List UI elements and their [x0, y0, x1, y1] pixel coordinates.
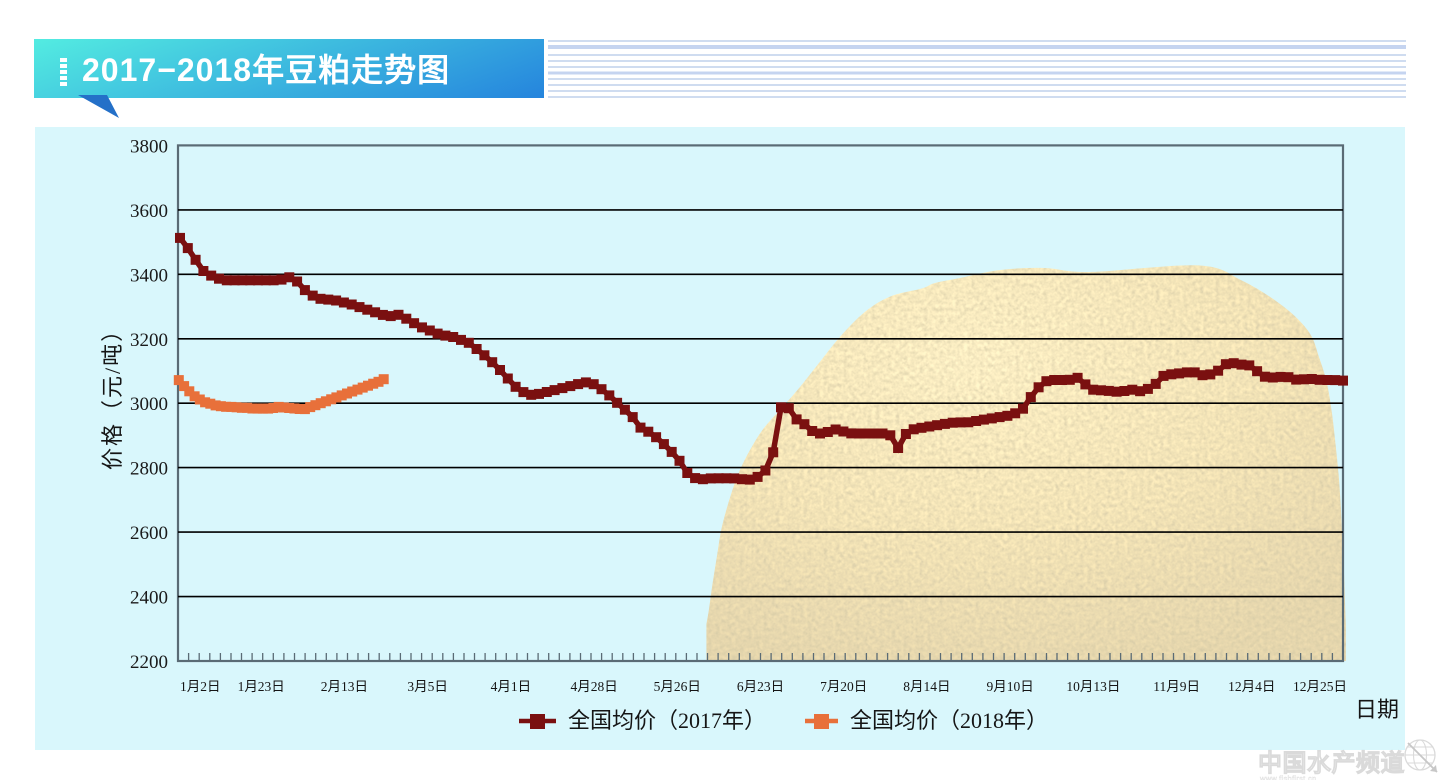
svg-text:3000: 3000: [130, 394, 168, 415]
svg-text:12月25日: 12月25日: [1293, 679, 1347, 694]
svg-text:全国均价（2018年）: 全国均价（2018年）: [850, 708, 1048, 733]
svg-text:1月2日: 1月2日: [180, 679, 221, 694]
svg-text:5月26日: 5月26日: [654, 679, 701, 694]
svg-text:1月23日: 1月23日: [238, 679, 285, 694]
svg-text:3600: 3600: [130, 201, 168, 222]
svg-text:3月5日: 3月5日: [407, 679, 448, 694]
svg-text:日期: 日期: [1355, 697, 1399, 722]
svg-text:2400: 2400: [130, 588, 168, 609]
svg-text:8月14日: 8月14日: [903, 679, 950, 694]
svg-text:全国均价（2017年）: 全国均价（2017年）: [568, 708, 766, 733]
svg-text:3800: 3800: [130, 136, 168, 157]
svg-text:4月1日: 4月1日: [491, 679, 532, 694]
svg-text:9月10日: 9月10日: [986, 679, 1033, 694]
svg-text:2200: 2200: [130, 652, 168, 673]
svg-text:3200: 3200: [130, 330, 168, 351]
svg-text:2800: 2800: [130, 459, 168, 480]
svg-text:2600: 2600: [130, 523, 168, 544]
svg-text:6月23日: 6月23日: [737, 679, 784, 694]
svg-text:11月9日: 11月9日: [1153, 679, 1200, 694]
svg-text:7月20日: 7月20日: [820, 679, 867, 694]
svg-text:12月4日: 12月4日: [1228, 679, 1275, 694]
svg-text:3400: 3400: [130, 265, 168, 286]
svg-text:10月13日: 10月13日: [1066, 679, 1120, 694]
svg-text:2月13日: 2月13日: [321, 679, 368, 694]
svg-text:4月28日: 4月28日: [570, 679, 617, 694]
